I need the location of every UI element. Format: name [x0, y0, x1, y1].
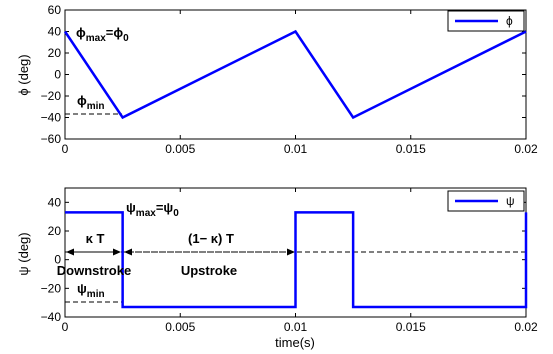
phi-max-equals: =ϕ [106, 25, 124, 40]
psi-x-tick-label: 0.01 [284, 320, 308, 334]
phi-y-tick-label: −60 [41, 132, 62, 146]
phi-y-tick-label: 60 [48, 3, 62, 17]
psi-x-tick-label: 0.015 [396, 320, 426, 334]
phi-y-tick-label: 0 [54, 68, 61, 82]
phi-max-annotation: ϕmax=ϕ0 [76, 25, 129, 44]
kappa-t-label: κ T [86, 231, 105, 246]
phi-min-subscript: min [87, 101, 105, 112]
psi-max-symbol: ψ [126, 200, 136, 215]
psi-series-line [65, 211, 528, 309]
phi-min-annotation: ϕmin [77, 93, 105, 112]
psi-legend: ψ [447, 190, 525, 212]
psi-y-ticks: 40 20 0 −20 −40 [41, 195, 526, 324]
downstroke-label: Downstroke [57, 263, 131, 278]
kappa-t-arrowhead-left [66, 248, 74, 256]
phi-y-ticks: 60 40 20 0 −20 −40 −60 [41, 3, 526, 146]
phi-0-subscript: 0 [123, 33, 129, 44]
psi-y-tick-label: 0 [54, 253, 61, 267]
psi-legend-label: ψ [506, 194, 515, 208]
psi-max-subscript: max [136, 208, 156, 219]
phi-y-tick-label: 40 [48, 25, 62, 39]
phi-y-tick-label: −40 [41, 111, 62, 125]
phi-legend: ϕ [447, 10, 525, 32]
one-minus-kappa-t-label: (1− κ) T [188, 231, 234, 246]
psi-max-equals: =ψ [156, 200, 173, 215]
psi-y-tick-label: −40 [41, 310, 62, 324]
one-minus-kappa-t-arrowhead-left [124, 248, 132, 256]
psi-x-tick-label: 0 [62, 320, 69, 334]
psi-max-annotation: ψmax=ψ0 [126, 200, 179, 219]
psi-y-tick-label: 20 [48, 224, 62, 238]
phi-x-ticks: 0 0.005 0.01 0.015 0.02 [62, 10, 538, 156]
upstroke-label: Upstroke [181, 263, 237, 278]
psi-min-symbol: ψ [77, 281, 87, 296]
psi-y-tick-label: −20 [41, 281, 62, 295]
phi-max-subscript: max [86, 33, 106, 44]
psi-x-tick-label: 0.005 [165, 320, 195, 334]
phi-y-axis-label: ϕ (deg) [16, 54, 31, 95]
psi-0-subscript: 0 [173, 208, 179, 219]
phi-x-tick-label: 0.01 [284, 142, 308, 156]
psi-x-ticks: 0 0.005 0.01 0.015 0.02 [62, 188, 538, 334]
phi-x-tick-label: 0 [62, 142, 69, 156]
psi-y-tick-label: 40 [48, 195, 62, 209]
phi-series-line [63, 29, 527, 120]
one-minus-kappa-t-arrowhead-right [287, 248, 295, 256]
phi-max-symbol: ϕ [76, 25, 86, 40]
phi-panel: 0 0.005 0.01 0.015 0.02 60 40 20 0 −20 −40 −60 ϕ (… [16, 3, 538, 156]
kappa-t-arrowhead-right [113, 248, 121, 256]
psi-y-axis-label: ψ (deg) [16, 232, 31, 275]
phi-y-tick-label: −20 [41, 89, 62, 103]
phi-x-tick-label: 0.02 [514, 142, 538, 156]
psi-min-annotation: ψmin [77, 281, 105, 300]
psi-x-axis-label: time(s) [275, 335, 315, 350]
phi-x-tick-label: 0.005 [165, 142, 195, 156]
phi-y-tick-label: 20 [48, 46, 62, 60]
psi-x-tick-label: 0.02 [514, 320, 538, 334]
phi-x-tick-label: 0.015 [396, 142, 426, 156]
phi-legend-label: ϕ [506, 14, 513, 28]
psi-min-subscript: min [87, 289, 105, 300]
phi-min-symbol: ϕ [77, 93, 87, 108]
